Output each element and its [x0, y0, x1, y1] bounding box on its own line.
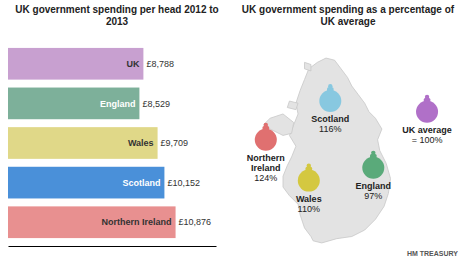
money-bag — [362, 151, 384, 179]
money-bag — [319, 84, 341, 112]
bag — [362, 157, 384, 179]
bar — [8, 88, 139, 120]
data-label: 97% — [364, 191, 382, 201]
region-label: Wales — [296, 194, 322, 204]
x-axis-line — [9, 246, 217, 247]
category-label: UK — [126, 59, 139, 69]
annotation: HM TREASURY — [407, 250, 458, 257]
bag-knot — [425, 95, 429, 99]
bag — [298, 170, 320, 192]
money-bag — [255, 123, 277, 151]
data-label: £10,152 — [167, 178, 200, 188]
x-axis — [9, 246, 217, 247]
money-bag — [416, 95, 438, 123]
category-label: Northern Ireland — [102, 217, 172, 227]
bag-knot — [264, 123, 268, 127]
map-outline — [287, 101, 298, 110]
region-label: UK average — [402, 125, 452, 135]
data-label: £10,876 — [179, 217, 212, 227]
bag — [319, 90, 341, 112]
bags — [255, 84, 438, 192]
labels: UK England Wales Scotland Northern Ireland £8… — [100, 59, 211, 227]
bag-labels: Scotland116% NorthernIreland124% Wales110%… — [247, 114, 452, 214]
chart-root: UK government spending per head 2012 to2… — [0, 0, 463, 261]
bar-panel: UK England Wales Scotland Northern Ireland £8… — [8, 48, 217, 247]
chart-title: UK government spending as a percentage o… — [242, 4, 455, 27]
region-label: NorthernIreland — [247, 153, 285, 173]
bag — [416, 101, 438, 123]
bar — [8, 127, 158, 159]
map-panel: Scotland116% NorthernIreland124% Wales110%… — [247, 58, 452, 243]
bar — [8, 167, 164, 199]
data-label: 116% — [319, 124, 341, 134]
data-label: £8,529 — [142, 99, 170, 109]
money-bag — [298, 164, 320, 192]
region-label: England — [356, 181, 392, 191]
category-label: Scotland — [122, 178, 160, 188]
bag-knot — [307, 164, 311, 168]
category-label: England — [100, 99, 136, 109]
bag-knot — [328, 84, 332, 88]
data-label: £9,709 — [161, 138, 189, 148]
region-label: Scotland — [311, 114, 349, 124]
bar — [8, 206, 176, 238]
category-label: Wales — [128, 138, 154, 148]
bars — [8, 48, 176, 238]
data-label: = 100% — [412, 135, 443, 145]
data-label: 124% — [254, 173, 277, 183]
chart-title: UK government spending per head 2012 to2… — [15, 4, 218, 27]
bar — [8, 48, 143, 80]
map-outline — [283, 58, 391, 243]
bag-knot — [371, 151, 375, 155]
map-outline — [305, 62, 311, 71]
bag — [255, 129, 277, 151]
data-label: 110% — [298, 204, 320, 214]
data-label: £8,788 — [146, 59, 174, 69]
